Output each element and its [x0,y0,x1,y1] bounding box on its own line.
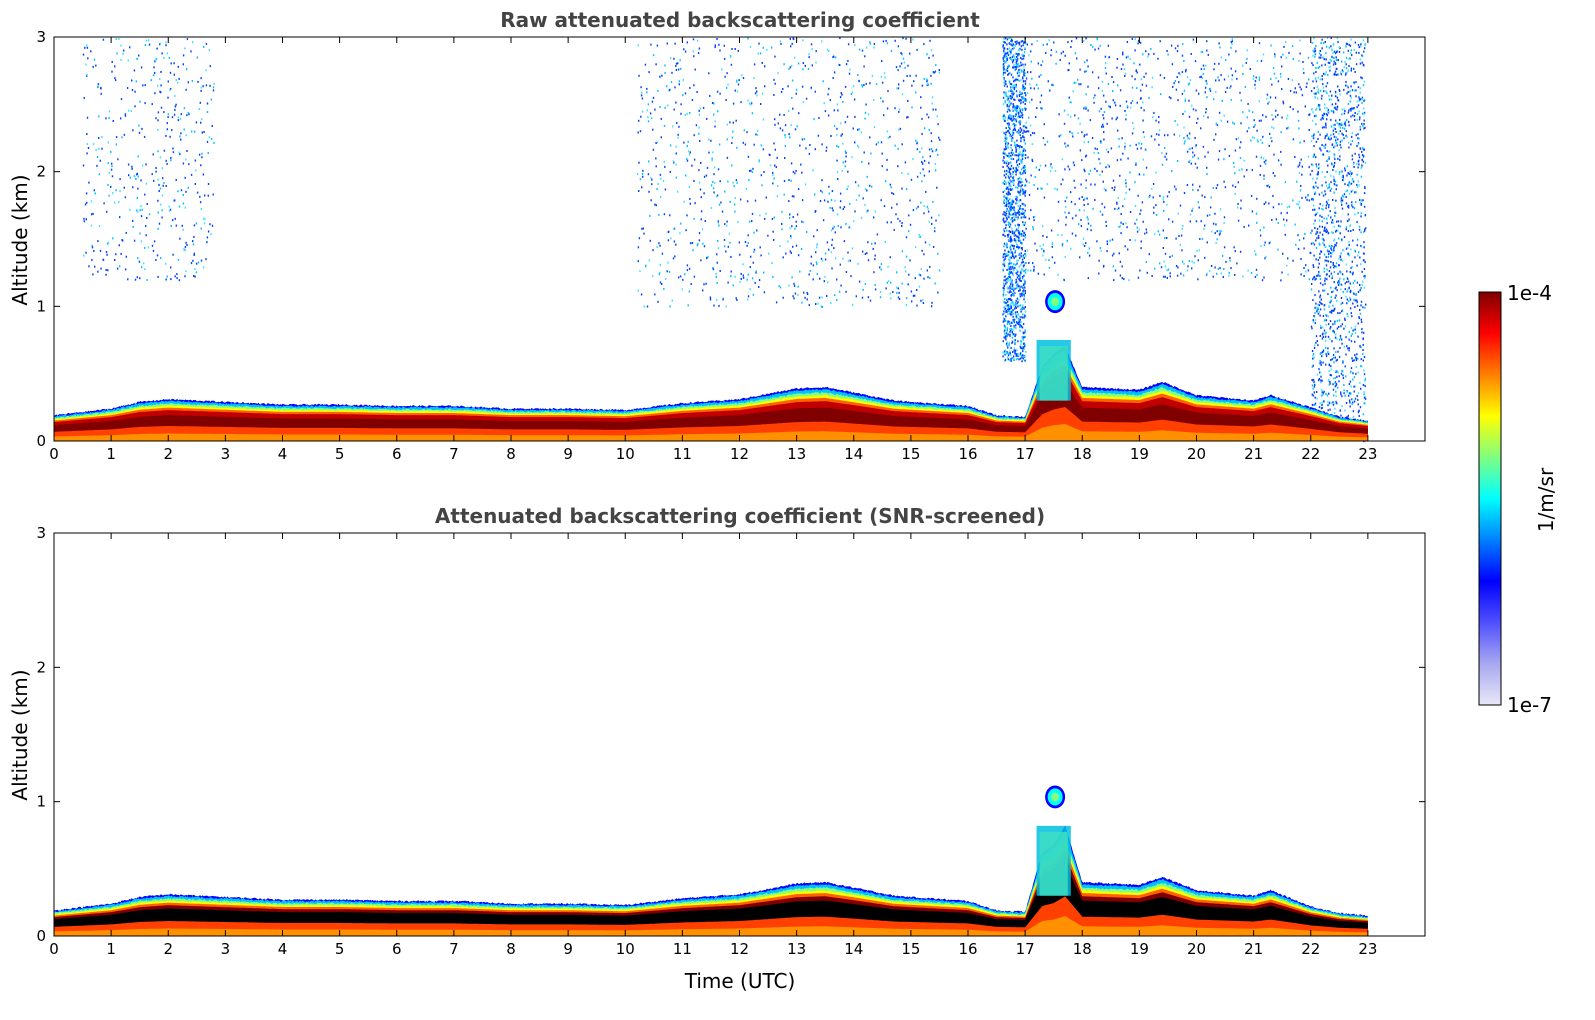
x-tick-label: 1 [106,445,116,463]
x-tick-label: 19 [1130,940,1149,958]
x-tick-label: 7 [449,445,459,463]
x-tick-label: 10 [616,940,635,958]
y-tick-label: 0 [36,432,46,450]
x-tick-label: 1 [106,940,116,958]
noise-region [1310,37,1367,443]
x-tick-label: 16 [958,445,977,463]
x-tick-label: 23 [1358,445,1377,463]
x-tick-label: 3 [221,445,231,463]
colorbar-max-label: 1e-4 [1507,281,1552,305]
x-tick-label: 5 [335,940,345,958]
x-tick-label: 0 [49,445,59,463]
x-tick-label: 18 [1073,940,1092,958]
x-tick-label: 21 [1244,445,1263,463]
x-tick-label: 12 [730,940,749,958]
x-tick-label: 13 [787,445,806,463]
x-tick-label: 14 [844,445,863,463]
x-tick-label: 0 [49,940,59,958]
y-tick-label: 3 [36,524,46,542]
x-tick-label: 22 [1301,445,1320,463]
x-tick-label: 10 [616,445,635,463]
panel-screened-ylabel: Altitude (km) [8,669,32,800]
x-tick-label: 20 [1187,940,1206,958]
x-tick-label: 4 [278,445,288,463]
plot-frame [53,532,1426,937]
cloud [1045,290,1066,314]
cloud [1045,785,1066,809]
x-tick-label: 8 [506,445,516,463]
x-tick-label: 12 [730,445,749,463]
x-tick-label: 2 [163,940,173,958]
x-tick-label: 16 [958,940,977,958]
colorbar-min-label: 1e-7 [1507,693,1552,717]
panel-raw-plot-area: 0 1 2 3 4 5 6 7 8 9 10 11 12 13 14 15 16 17 18 19 20 21 22 2301… [36,28,1426,463]
x-tick-label: 7 [449,940,459,958]
y-tick-label: 1 [36,793,46,811]
x-tick-label: 3 [221,940,231,958]
boundary-layer [54,347,1368,441]
x-tick-label: 23 [1358,940,1377,958]
panel-screened-plot-area: 0 1 2 3 4 5 6 7 8 9 10 11 12 13 14 15 16 17 18 19 20 21 22 2301… [36,524,1426,958]
plume [1036,340,1071,401]
colorbar: 1e-4 1e-7 1/m/sr [1478,281,1558,717]
x-tick-label: 4 [278,940,288,958]
noise-region [1025,37,1312,282]
noise-region [636,37,941,308]
x-tick-label: 6 [392,940,402,958]
plot-frame [53,36,1426,442]
panel-screened-xlabel: Time (UTC) [684,969,796,993]
panel-screened-title: Attenuated backscattering coefficient (S… [435,504,1045,528]
y-tick-label: 2 [36,658,46,676]
y-tick-label: 3 [36,28,46,46]
x-tick-label: 15 [901,940,920,958]
panel-raw-title: Raw attenuated backscattering coefficien… [500,8,980,32]
x-tick-label: 11 [673,940,692,958]
y-tick-label: 0 [36,927,46,945]
x-tick-label: 15 [901,445,920,463]
x-tick-label: 2 [163,445,173,463]
x-tick-label: 17 [1016,940,1035,958]
y-tick-label: 1 [36,297,46,315]
x-tick-label: 9 [563,445,573,463]
panel-raw: Raw attenuated backscattering coefficien… [8,8,1426,463]
noise-region [1002,37,1027,363]
x-tick-label: 8 [506,940,516,958]
plume [1036,825,1071,896]
colorbar-gradient [1478,291,1502,706]
x-tick-label: 6 [392,445,402,463]
x-tick-label: 22 [1301,940,1320,958]
y-tick-label: 2 [36,163,46,181]
x-tick-label: 11 [673,445,692,463]
panel-screened: Attenuated backscattering coefficient (S… [8,504,1426,993]
x-tick-label: 17 [1016,445,1035,463]
x-tick-label: 18 [1073,445,1092,463]
x-tick-label: 5 [335,445,345,463]
x-tick-label: 21 [1244,940,1263,958]
x-tick-label: 9 [563,940,573,958]
noise-region [82,38,215,282]
boundary-layer [54,825,1368,936]
panel-raw-ylabel: Altitude (km) [8,174,32,305]
x-tick-label: 14 [844,940,863,958]
x-tick-label: 20 [1187,445,1206,463]
x-tick-label: 13 [787,940,806,958]
colorbar-unit-label: 1/m/sr [1534,467,1558,532]
x-tick-label: 19 [1130,445,1149,463]
